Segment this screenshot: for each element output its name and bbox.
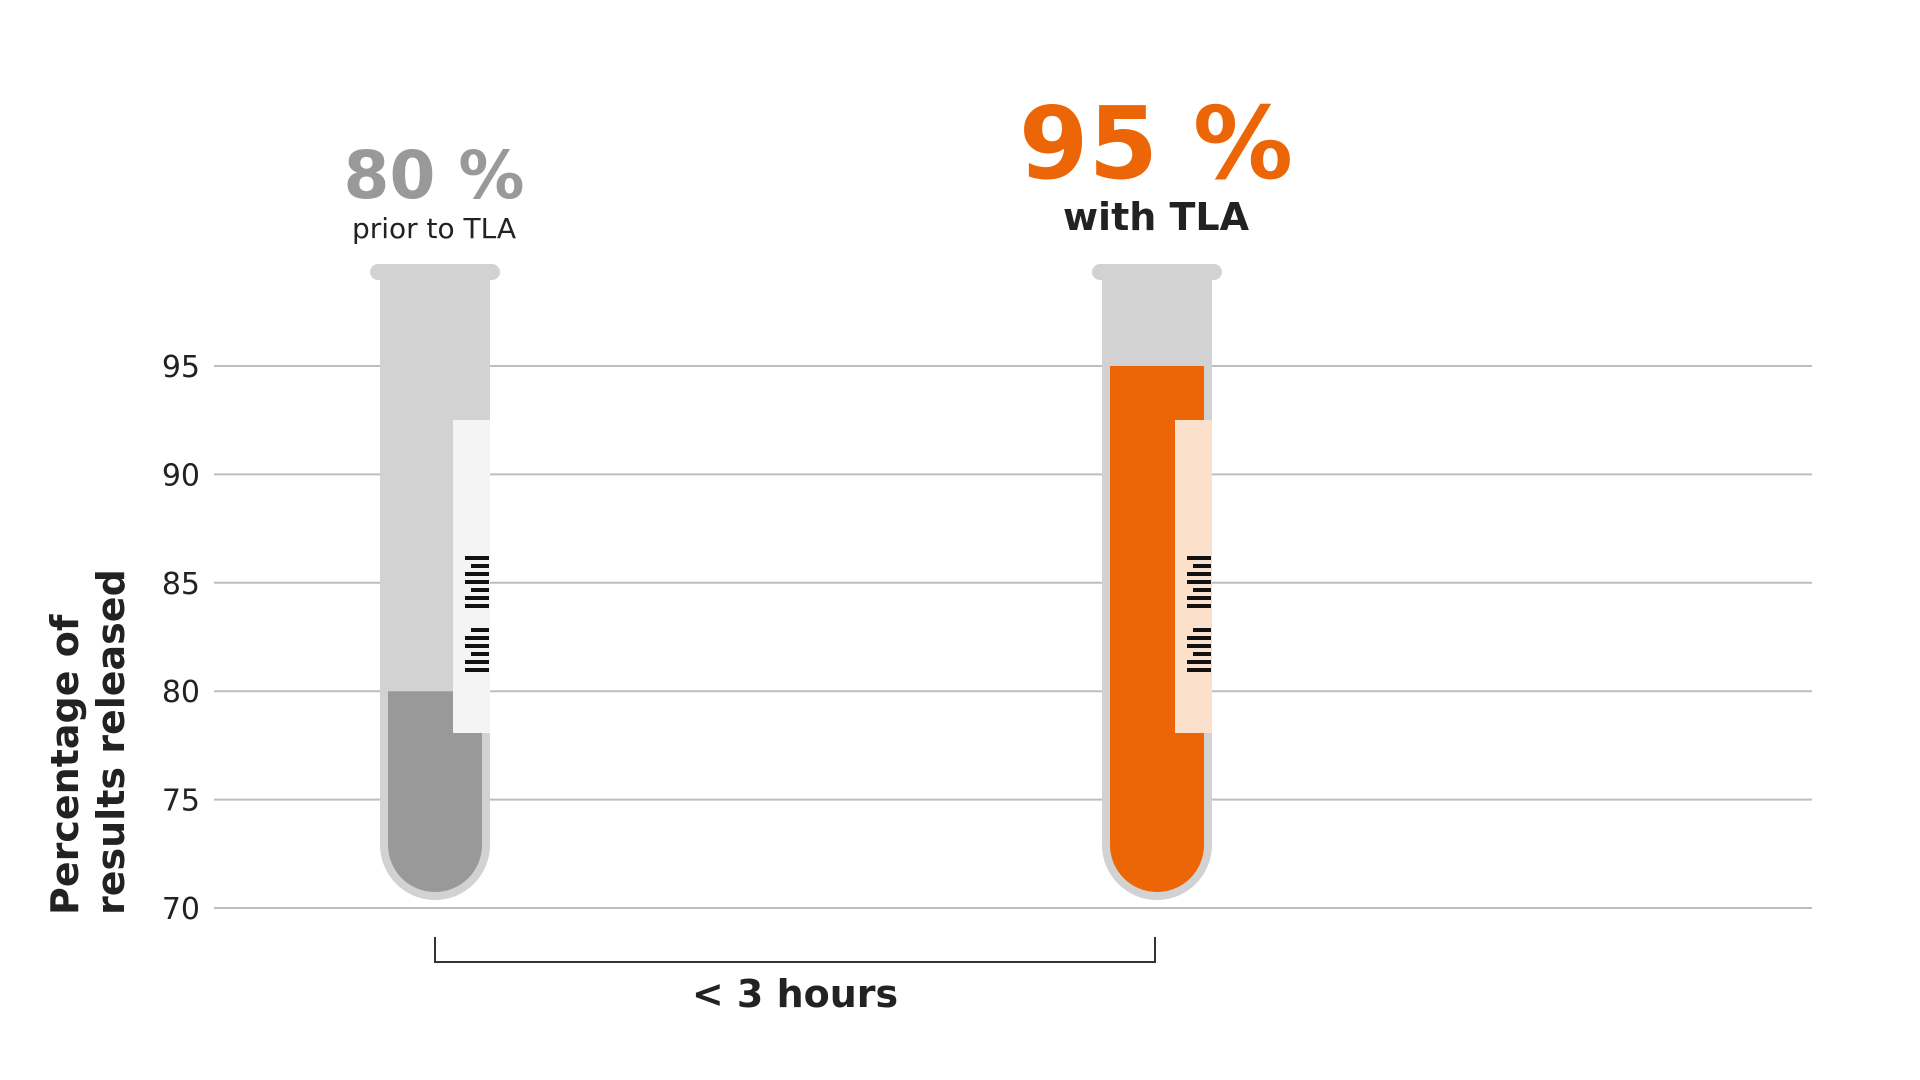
value-label-before: 80 % xyxy=(344,137,525,214)
value-label-after: 95 % xyxy=(1019,85,1293,202)
tube-lip xyxy=(370,264,500,280)
y-tick-label-90: 90 xyxy=(162,458,200,493)
barcode-icon xyxy=(1187,556,1211,672)
barcode-line xyxy=(471,628,489,632)
barcode-line xyxy=(1187,636,1211,640)
barcode-line xyxy=(1193,628,1211,632)
category-label-after: with TLA xyxy=(1063,195,1250,239)
barcode-line xyxy=(1187,596,1211,600)
barcode-line xyxy=(465,556,489,560)
y-tick-label-80: 80 xyxy=(162,675,200,710)
barcode-line xyxy=(1187,580,1211,584)
category-label-before: prior to TLA xyxy=(352,212,516,245)
barcode-line xyxy=(1193,652,1211,656)
barcode-line xyxy=(471,588,489,592)
tube-label-sticker xyxy=(1175,420,1212,733)
bar-before xyxy=(388,691,482,892)
barcode-line xyxy=(1187,668,1211,672)
y-axis-label-line-1: Percentage of xyxy=(43,614,87,915)
barcode-line xyxy=(1193,588,1211,592)
barcode-line xyxy=(465,660,489,664)
tube-before xyxy=(370,264,500,900)
barcode-line xyxy=(471,564,489,568)
tube-label-sticker xyxy=(453,420,490,733)
y-axis-label: Percentage of results released xyxy=(43,569,133,915)
barcode-line xyxy=(465,644,489,648)
y-tick-label-70: 70 xyxy=(162,892,200,927)
tube-lip xyxy=(1092,264,1222,280)
duration-annotation: < 3 hours xyxy=(692,972,898,1016)
barcode-line xyxy=(465,596,489,600)
barcode-line xyxy=(1193,564,1211,568)
y-tick-label-85: 85 xyxy=(162,567,200,602)
y-tick-label-75: 75 xyxy=(162,784,200,819)
y-tick-label-95: 95 xyxy=(162,350,200,385)
y-tick-labels: 95 90 85 80 75 70 xyxy=(162,350,200,927)
barcode-icon xyxy=(465,556,489,672)
barcode-line xyxy=(1187,572,1211,576)
tube-after xyxy=(1092,264,1222,900)
barcode-line xyxy=(1187,556,1211,560)
barcode-line xyxy=(1187,660,1211,664)
tubes xyxy=(370,264,1222,900)
barcode-line xyxy=(465,572,489,576)
barcode-line xyxy=(1187,604,1211,608)
barcode-line xyxy=(471,652,489,656)
barcode-line xyxy=(1187,644,1211,648)
duration-bracket xyxy=(434,937,1156,963)
barcode-line xyxy=(465,580,489,584)
y-axis-label-line-2: results released xyxy=(89,569,133,915)
barcode-line xyxy=(465,668,489,672)
barcode-line xyxy=(465,636,489,640)
barcode-line xyxy=(465,604,489,608)
